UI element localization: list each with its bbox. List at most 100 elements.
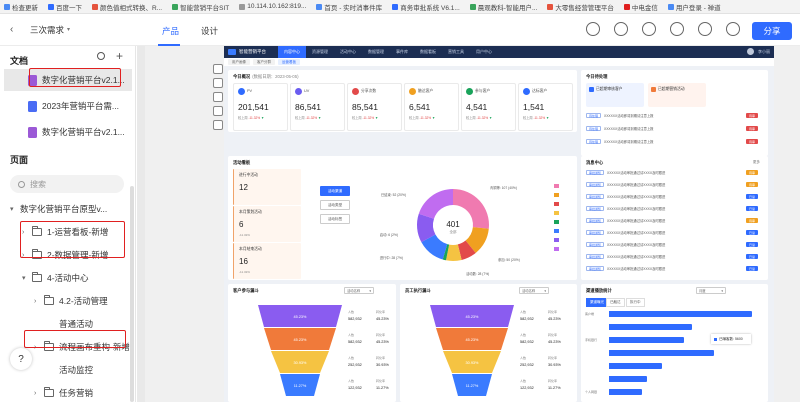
chevron-down-icon[interactable]: ▾ — [10, 206, 14, 213]
dashboard-nav-item[interactable]: 事件库 — [396, 49, 408, 54]
scrollbar[interactable] — [130, 186, 134, 402]
dashboard-nav-item[interactable]: 数据管理 — [368, 49, 384, 54]
help-button[interactable]: ? — [10, 348, 32, 370]
more-link[interactable]: 更多 — [752, 160, 760, 164]
bookmark-item[interactable]: 智能营销平台SIT — [172, 2, 229, 12]
doc-item[interactable]: 数字化营销平台v2.1... — [4, 69, 132, 91]
tree-item[interactable]: ▾ 4-活动中心 — [22, 268, 89, 288]
todo-row[interactable]: 待处理 XXXXXX活动即将到期请注意上报 — [586, 112, 653, 119]
dashboard-nav-item[interactable]: 用户中心 — [476, 49, 492, 54]
message-row[interactable]: 审批通知 XXXXXX活动审批通过请XXXX及时跟进 — [586, 217, 665, 224]
donut-slice[interactable] — [457, 240, 476, 260]
tree-item[interactable]: › 任务营销 — [34, 383, 93, 402]
chevron-down-icon[interactable]: ▾ — [22, 275, 26, 282]
bookmark-item[interactable]: 首页 - 实时消事件库 — [316, 2, 382, 12]
project-selector[interactable]: 三次需求 ▾ — [30, 24, 70, 36]
funnel-stage[interactable] — [264, 328, 336, 350]
funnel-stage[interactable] — [258, 305, 342, 327]
comment-icon[interactable] — [614, 22, 628, 36]
status-pill[interactable]: 已读 — [746, 194, 758, 199]
period-select[interactable]: 月度 ▾ — [696, 287, 726, 294]
clock-icon[interactable] — [670, 22, 684, 36]
channel-tab[interactable]: 执行中 — [626, 298, 645, 307]
message-row[interactable]: 审批通知 XXXXXX活动审批通过请XXXX及时跟进 — [586, 241, 665, 248]
tree-item[interactable]: 普通活动 — [34, 314, 93, 334]
status-pill[interactable]: 待审 — [746, 139, 758, 144]
dashboard-nav-item[interactable]: 活动中心 — [340, 49, 356, 54]
donut-slice[interactable] — [417, 213, 436, 243]
activity-select[interactable]: 活动名称 ▾ — [344, 287, 374, 294]
dashboard-nav-item[interactable]: 内容中心 — [278, 46, 306, 58]
star-icon[interactable] — [698, 22, 712, 36]
message-row[interactable]: 审批通知 XXXXXX活动审批通过请XXXX及时跟进 — [586, 169, 665, 176]
channel-bar[interactable] — [609, 311, 752, 317]
canvas-toolbar-icon[interactable] — [213, 64, 223, 74]
donut-slice[interactable] — [465, 227, 489, 253]
status-pill[interactable]: 待审 — [746, 170, 758, 175]
canvas-toolbar-icon[interactable] — [213, 106, 223, 116]
message-row[interactable]: 审批通知 XXXXXX活动审批通过请XXXX及时跟进 — [586, 265, 665, 272]
bookmark-item[interactable]: 用户登录 - 禅道 — [667, 2, 721, 12]
donut-slice[interactable] — [453, 189, 489, 229]
tree-item[interactable]: ▾ 数字化营销平台原型v... — [10, 199, 107, 219]
message-row[interactable]: 审批通知 XXXXXX活动审批通过请XXXX及时跟进 — [586, 205, 665, 212]
status-pill[interactable]: 已读 — [746, 254, 758, 259]
channel-bar[interactable] — [609, 376, 647, 382]
status-pill[interactable]: 已读 — [746, 230, 758, 235]
canvas-toolbar-icon[interactable] — [213, 92, 223, 102]
channel-tab[interactable]: 已触达 — [606, 298, 625, 307]
activity-stat-card[interactable]: 本月策划活动 6 -11.32% — [233, 206, 301, 242]
dashboard-nav-item[interactable]: 资源管理 — [312, 49, 328, 54]
activity-select[interactable]: 活动名称 ▾ — [519, 287, 549, 294]
chevron-right-icon[interactable]: › — [22, 251, 25, 259]
chevron-right-icon[interactable]: › — [34, 297, 37, 305]
tree-item[interactable]: 活动监控 — [34, 360, 93, 380]
channel-bar[interactable] — [609, 363, 662, 369]
status-pill[interactable]: 已读 — [746, 206, 758, 211]
channel-tab[interactable]: 渠道曝光 — [586, 298, 608, 307]
status-pill[interactable]: 已读 — [746, 266, 758, 271]
status-pill[interactable]: 待审 — [746, 126, 758, 131]
funnel-stage[interactable] — [436, 328, 508, 350]
message-row[interactable]: 审批通知 XXXXXX活动审批通过请XXXX及时跟进 — [586, 253, 665, 260]
bookmark-item[interactable]: 晨观教科-智能用户... — [469, 2, 537, 12]
donut-slice[interactable] — [442, 244, 450, 261]
tree-item[interactable]: › 4.2-活动管理 — [34, 291, 108, 311]
activity-filter-button[interactable]: 活动标签 — [320, 214, 350, 224]
message-row[interactable]: 审批通知 XXXXXX活动审批通过请XXXX及时跟进 — [586, 181, 665, 188]
canvas-toolbar-icon[interactable] — [213, 120, 223, 130]
dashboard-nav-item[interactable]: 营销工具 — [448, 49, 464, 54]
chevron-right-icon[interactable]: › — [22, 228, 25, 236]
activity-filter-button[interactable]: 活动渠道 — [320, 186, 350, 196]
todo-row[interactable]: 待处理 XXXXXX活动即将到期请注意上报 — [586, 125, 653, 132]
back-icon[interactable]: ‹ — [10, 24, 14, 35]
bookmark-item[interactable]: 大零售经营管理平台 — [547, 2, 614, 12]
bookmark-item[interactable]: 商务审批系统 V6.1... — [392, 2, 460, 12]
status-pill[interactable]: 待审 — [746, 218, 758, 223]
share-button[interactable]: 分享 — [752, 22, 792, 40]
search-icon[interactable] — [97, 52, 105, 60]
dashboard-tab[interactable]: 用户画像 — [228, 59, 250, 65]
bookmark-item[interactable]: 中电金信 — [623, 2, 658, 12]
doc-item[interactable]: 数字化营销平台v2.1... — [4, 121, 132, 143]
status-pill[interactable]: 已读 — [746, 242, 758, 247]
funnel-stage[interactable] — [430, 305, 514, 327]
doc-item[interactable]: 2023年营销平台需... — [4, 95, 132, 117]
activity-stat-card[interactable]: 本月结束活动 16 -11.32% — [233, 243, 301, 279]
donut-slice[interactable] — [421, 234, 448, 260]
status-pill[interactable]: 待审 — [746, 182, 758, 187]
funnel-stage[interactable] — [443, 351, 501, 373]
tag-icon[interactable] — [586, 22, 600, 36]
tab-product[interactable]: 产品 — [162, 26, 180, 36]
chevron-right-icon[interactable]: › — [34, 389, 37, 397]
channel-bar[interactable] — [609, 389, 642, 395]
message-row[interactable]: 审批通知 XXXXXX活动审批通过请XXXX及时跟进 — [586, 229, 665, 236]
status-pill[interactable]: 待审 — [746, 113, 758, 118]
message-row[interactable]: 审批通知 XXXXXX活动审批通过请XXXX及时跟进 — [586, 193, 665, 200]
todo-row[interactable]: 待处理 XXXXXX活动即将到期请注意上报 — [586, 138, 653, 145]
funnel-stage[interactable] — [452, 374, 492, 396]
donut-slice[interactable] — [418, 189, 453, 219]
channel-bar[interactable] — [609, 350, 714, 356]
tree-item[interactable]: › 1-运营看板-新增 — [22, 222, 108, 242]
bookmark-item[interactable]: 百度一下 — [48, 2, 82, 12]
